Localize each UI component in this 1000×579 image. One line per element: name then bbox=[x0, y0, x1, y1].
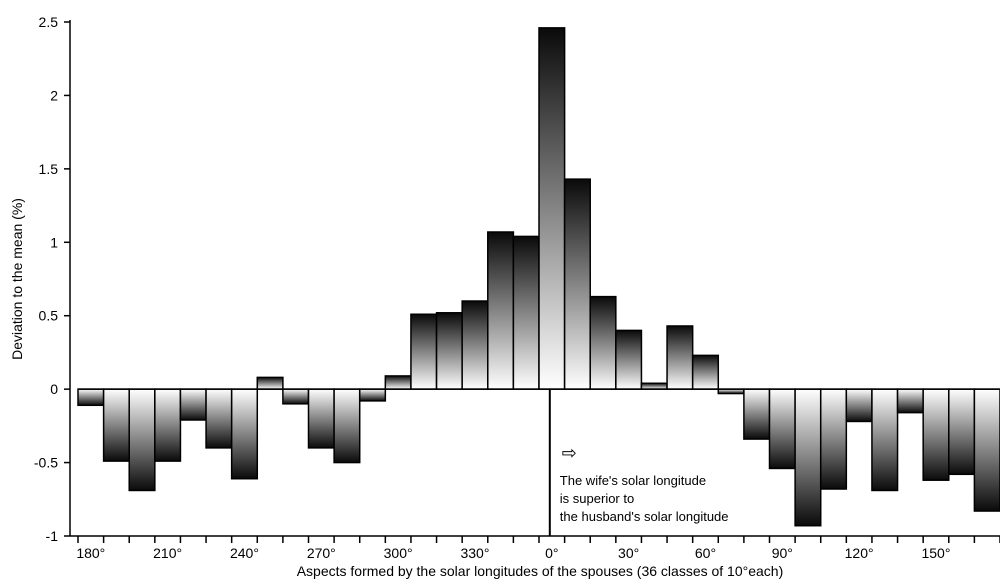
annotation-line: the husband's solar longitude bbox=[560, 509, 729, 524]
x-tick-label: 0° bbox=[545, 545, 558, 561]
x-tick-label: 210° bbox=[153, 545, 182, 561]
bar bbox=[589, 295, 617, 390]
x-tick-label: 300° bbox=[384, 545, 413, 561]
annotation-arrow-icon: ⇨ bbox=[562, 443, 577, 464]
bar bbox=[461, 300, 489, 390]
bar bbox=[205, 388, 233, 449]
bar bbox=[487, 231, 515, 390]
y-tick-label: -1 bbox=[46, 528, 59, 544]
bar bbox=[102, 388, 130, 462]
y-tick-label: 1 bbox=[50, 234, 58, 250]
y-tick-label: 2 bbox=[50, 87, 58, 103]
x-tick-label: 330° bbox=[460, 545, 489, 561]
y-tick-label: 1.5 bbox=[39, 161, 59, 177]
y-tick-label: 0.5 bbox=[39, 308, 59, 324]
bar bbox=[666, 325, 694, 390]
x-axis-title: Aspects formed by the solar longitudes o… bbox=[297, 563, 784, 579]
bar bbox=[358, 388, 387, 402]
x-tick-label: 180° bbox=[76, 545, 105, 561]
axes-group: -1 -0.5 0 0.5 1 1.5 2 2.5 180° 210° 240° 270° 300° 33… bbox=[34, 14, 1000, 561]
bar bbox=[922, 388, 950, 481]
bar bbox=[538, 27, 566, 390]
annotation-line: The wife's solar longitude bbox=[560, 473, 706, 488]
x-tick-label: 150° bbox=[921, 545, 950, 561]
bar bbox=[896, 388, 924, 414]
bar bbox=[230, 388, 259, 480]
bar bbox=[819, 388, 848, 490]
bar bbox=[948, 388, 976, 476]
y-tick-label: -0.5 bbox=[34, 455, 58, 471]
x-tick-label: 30° bbox=[618, 545, 639, 561]
bar bbox=[410, 313, 438, 390]
annotation-group: ⇨ The wife's solar longitude is superior… bbox=[548, 389, 729, 536]
bar bbox=[871, 388, 899, 492]
bars-group bbox=[77, 27, 1000, 527]
bar bbox=[333, 388, 361, 464]
bar bbox=[691, 354, 720, 390]
bar bbox=[256, 376, 284, 390]
bar bbox=[794, 388, 822, 527]
y-axis-title: Deviation to the mean (%) bbox=[9, 198, 25, 360]
bar bbox=[563, 178, 591, 390]
bar bbox=[640, 382, 668, 390]
bar bbox=[743, 388, 771, 440]
x-tick-label: 90° bbox=[772, 545, 793, 561]
y-tick-label: 0 bbox=[50, 381, 58, 397]
x-tick-label: 240° bbox=[230, 545, 259, 561]
x-tick-label: 120° bbox=[845, 545, 874, 561]
bar bbox=[435, 312, 463, 390]
bar bbox=[512, 235, 540, 390]
bar bbox=[384, 375, 412, 390]
y-tick-label: 2.5 bbox=[39, 14, 59, 30]
annotation-line: is superior to bbox=[560, 491, 634, 506]
bar bbox=[179, 388, 207, 421]
x-tick-label: 60° bbox=[695, 545, 716, 561]
x-tick-label: 270° bbox=[307, 545, 336, 561]
bar bbox=[307, 388, 335, 449]
bar bbox=[845, 388, 873, 423]
bar bbox=[768, 388, 796, 470]
bar bbox=[973, 388, 1000, 512]
bar bbox=[77, 388, 105, 407]
bar bbox=[128, 388, 156, 492]
bar bbox=[282, 388, 310, 405]
bar bbox=[154, 388, 182, 462]
bar bbox=[615, 329, 643, 390]
